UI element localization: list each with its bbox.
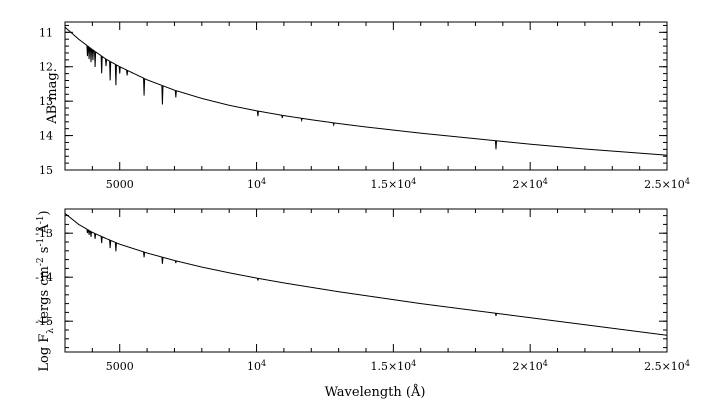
x-tick-label: 104 [247,177,266,192]
y-tick-label: 11 [39,26,53,39]
x-tick-label: 1.5×104 [370,177,416,192]
plot-frame [65,209,667,352]
x-tick-label: 1.5×104 [370,359,416,374]
spectrum-line [65,213,667,335]
x-tick-label: 104 [247,359,266,374]
y-tick-label: 14 [39,130,53,143]
x-tick-label: 2×104 [513,359,548,374]
y-axis-label-log-flux: Log Fλ (ergs cm-2 s-1 Å-1) [36,210,56,371]
x-axis-label-wavelength: Wavelength (Å) [325,384,426,400]
x-tick-label: 5000 [106,360,134,373]
x-tick-label: 2×104 [513,177,548,192]
x-tick-label: 5000 [106,178,134,191]
x-tick-label: 2.5×104 [644,359,690,374]
y-axis-label-ab-mag: AB mag. [45,68,60,125]
x-tick-label: 2.5×104 [644,177,690,192]
bottom-panel-log-flux: 5000 104 1.5×104 2×104 2.5×104-13-14-15 [35,209,690,373]
y-tick-label: 15 [39,164,53,177]
spectrum-line [65,27,667,155]
